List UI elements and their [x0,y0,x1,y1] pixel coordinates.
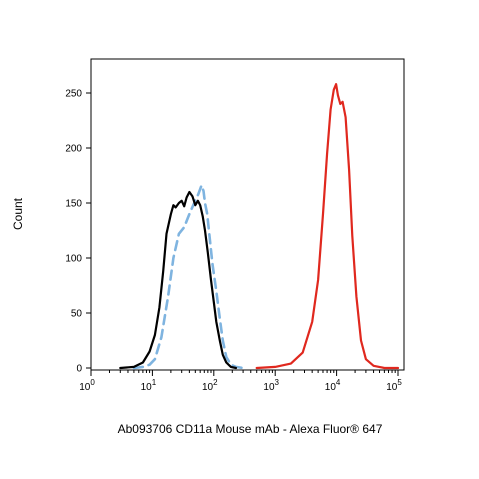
y-tick-label: 100 [65,254,82,265]
x-tick-label: 102 [202,378,218,393]
histogram-series-2 [119,190,238,370]
series-layer [119,83,400,370]
x-axis: 100 101 102 103 104 105 [79,370,402,393]
y-tick-label: 200 [65,144,82,155]
y-tick-label: 250 [65,89,82,100]
x-axis-title: Ab093706 CD11a Mouse mAb - Alexa Fluor® … [118,422,383,436]
x-tick-label: 101 [141,378,157,393]
x-tick-label: 105 [386,378,402,393]
x-tick-label: 103 [263,378,279,393]
y-tick-label: 150 [65,199,82,210]
x-tick-label: 104 [325,378,341,393]
y-tick-label: 50 [71,309,83,320]
histogram-series-3 [255,83,400,370]
y-axis: 0 50 100 150 200 250 [65,89,91,375]
x-tick-label: 100 [79,378,95,393]
y-axis-title: Count [11,197,25,230]
histogram-series-1 [132,184,245,370]
y-tick-label: 0 [76,364,82,375]
plot-frame [90,58,405,371]
